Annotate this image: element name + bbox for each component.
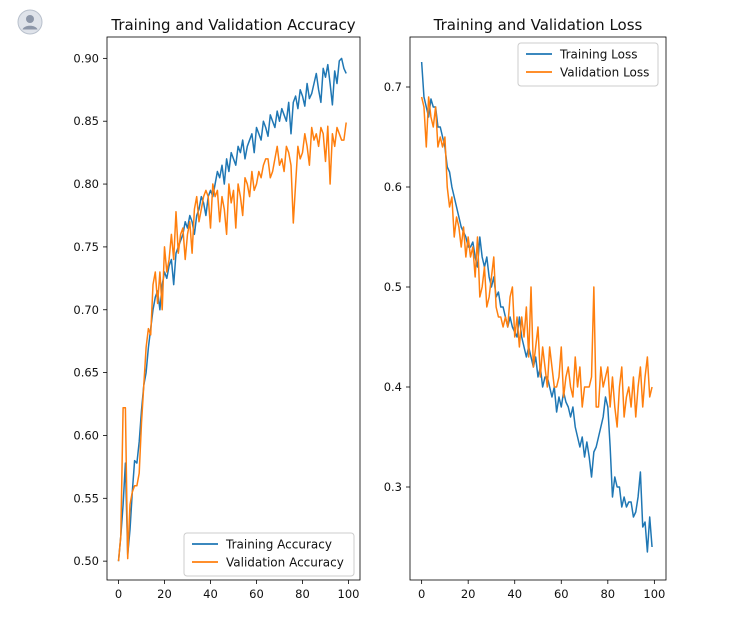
chart1-ytick-label: 0.65 (73, 366, 99, 380)
chart1-legend-box (183, 532, 355, 577)
chart1-series-validation-accuracy (117, 122, 347, 562)
chart1-xtick-label: 60 (249, 587, 264, 601)
chart2-legend-box (517, 42, 659, 87)
chart1-xtick-label: 100 (338, 587, 360, 601)
chart-1: Training and Validation Accuracy 0 20 40 60 8… (73, 16, 361, 601)
chart2-xtick-label: 80 (600, 587, 615, 601)
chart1-axes-frame (106, 36, 361, 581)
chart1-ytick-label: 0.60 (73, 428, 99, 442)
chart1-ytick-label: 0.75 (73, 240, 99, 254)
chart1-ytick-label: 0.70 (73, 303, 99, 317)
chart1-ytick-label: 0.90 (73, 51, 99, 65)
chart2-xtick-label: 100 (643, 587, 665, 601)
chart2-axes-frame (409, 36, 667, 581)
chart2-legend-label: Validation Loss (560, 66, 649, 80)
chart2-ytick-label: 0.6 (384, 180, 402, 194)
chart2-xtick-label: 20 (461, 587, 476, 601)
chart1-ytick-label: 0.55 (73, 491, 99, 505)
chart1-xtick-label: 20 (157, 587, 172, 601)
chart1-xtick-label: 80 (295, 587, 310, 601)
chart2-xtick-label: 0 (418, 587, 425, 601)
chart1-xtick-label: 0 (115, 587, 122, 601)
chart2-series-training-loss (420, 61, 653, 553)
chart2-legend: Training Loss Validation Loss (517, 42, 659, 87)
chart2-legend-label: Training Loss (559, 48, 637, 62)
chart1-legend: Training Accuracy Validation Accuracy (183, 532, 355, 577)
chart1-ytick-label: 0.80 (73, 177, 99, 191)
avatar-icon[interactable] (17, 9, 43, 35)
chart2-title: Training and Validation Loss (433, 16, 643, 34)
chart2-series-validation-loss (420, 96, 653, 428)
chart1-ytick-label: 0.50 (73, 554, 99, 568)
chart2-ytick-label: 0.7 (384, 80, 402, 94)
chart2-xtick-label: 40 (507, 587, 522, 601)
chart-2: Training and Validation Loss 0 20 40 60 80 100… (384, 16, 667, 601)
chart1-xtick-label: 40 (203, 587, 218, 601)
chart1-ytick-label: 0.85 (73, 114, 99, 128)
chart2-ytick-label: 0.4 (384, 380, 402, 394)
chart1-title: Training and Validation Accuracy (110, 16, 355, 34)
chart2-xtick-label: 60 (554, 587, 569, 601)
chart2-ytick-label: 0.5 (384, 280, 402, 294)
chart2-ytick-label: 0.3 (384, 480, 402, 494)
chart1-legend-label: Training Accuracy (225, 538, 332, 552)
chart1-legend-label: Validation Accuracy (226, 556, 344, 570)
